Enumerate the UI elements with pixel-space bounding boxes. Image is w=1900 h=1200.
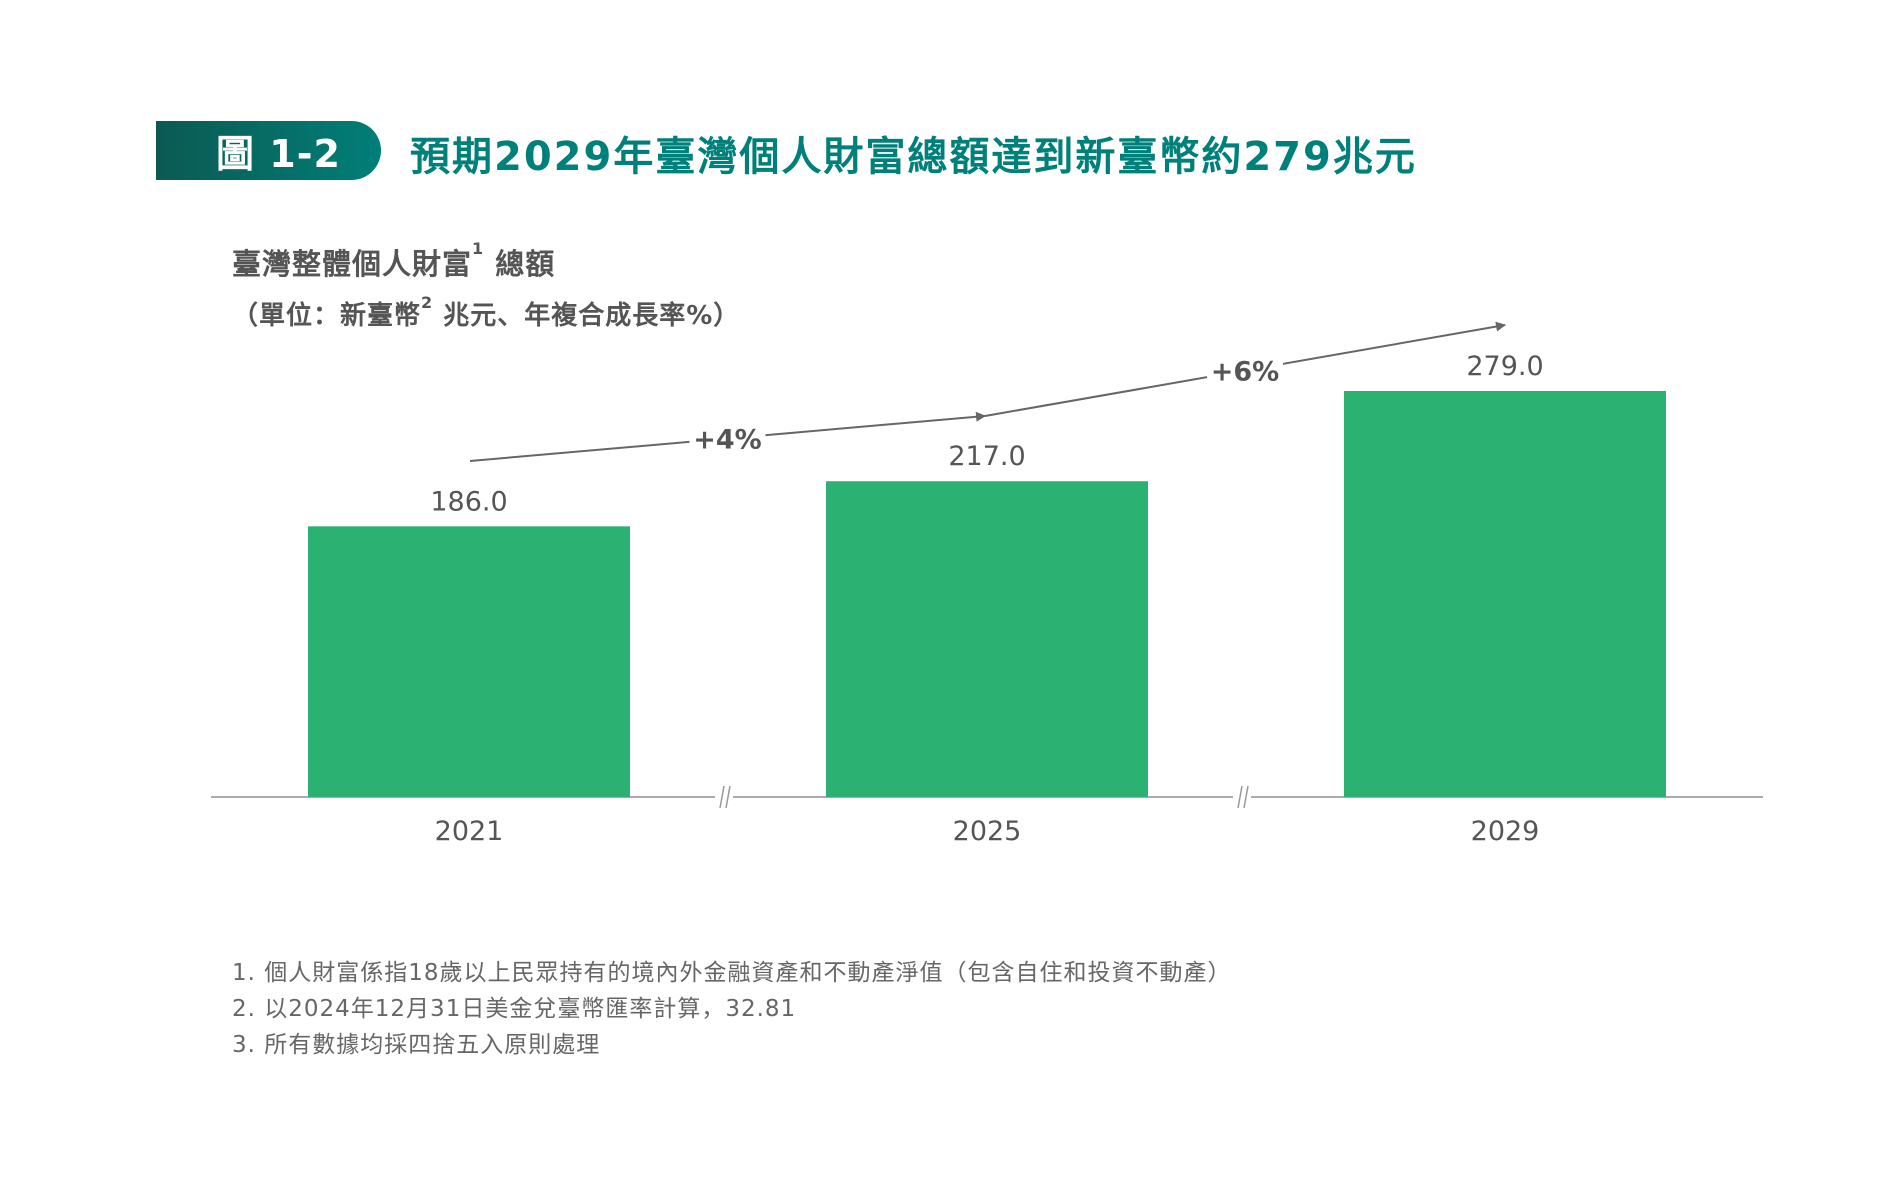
footnote-1: 1. 個人財富係指18歲以上民眾持有的境內外金融資產和不動產淨值（包含自住和投資…	[232, 960, 1232, 986]
value-label: 279.0	[1466, 351, 1543, 382]
chart-subtitle: 臺灣整體個人財富1 總額	[232, 239, 556, 283]
footnote-ref-1: 1	[472, 239, 485, 258]
bar-2029	[1344, 391, 1666, 797]
bar-2025	[826, 481, 1148, 797]
subtitle-suffix: 總額	[495, 247, 556, 281]
value-label: 217.0	[948, 441, 1025, 472]
unit-prefix: （單位：新臺幣	[232, 301, 422, 331]
unit-suffix: 兆元、年複合成長率%）	[443, 301, 741, 331]
chart-unit: （單位：新臺幣2 兆元、年複合成長率%）	[232, 293, 741, 332]
footnotes: 1. 個人財富係指18歲以上民眾持有的境內外金融資產和不動產淨值（包含自住和投資…	[232, 955, 1232, 1063]
footnote-2: 2. 以2024年12月31日美金兌臺幣匯率計算，32.81	[232, 996, 797, 1022]
growth-label-bg	[689, 416, 766, 457]
axis-break-2	[1233, 785, 1251, 809]
footnote-ref-2: 2	[421, 293, 434, 312]
growth-label-bg	[1207, 348, 1283, 389]
value-label: 186.0	[430, 486, 507, 517]
x-tick-label: 2021	[435, 816, 504, 847]
x-tick-label: 2029	[1471, 816, 1540, 847]
x-tick-label: 2025	[953, 816, 1022, 847]
growth-label: +6%	[1211, 357, 1279, 388]
figure-label: 圖 1-2	[156, 121, 381, 180]
bar-2021	[308, 526, 630, 797]
chart-title: 預期2029年臺灣個人財富總額達到新臺幣約279兆元	[410, 134, 1417, 180]
subtitle-text: 臺灣整體個人財富	[232, 247, 473, 281]
axis-break-1	[715, 785, 733, 809]
growth-label: +4%	[693, 425, 761, 456]
footnote-3: 3. 所有數據均採四捨五入原則處理	[232, 1032, 601, 1058]
